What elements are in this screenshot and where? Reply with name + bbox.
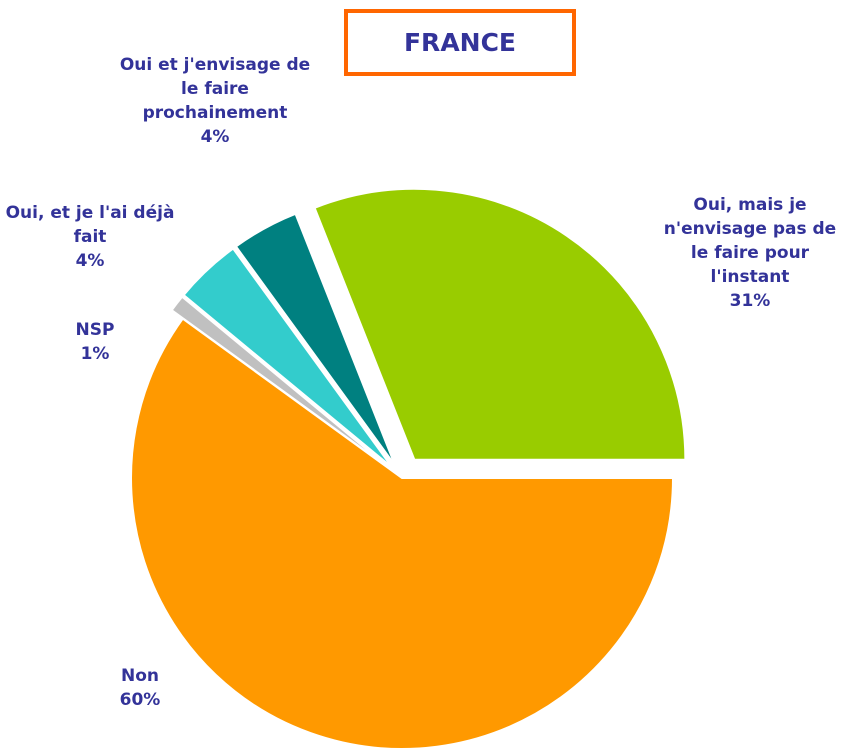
category-label: Oui, mais je n'envisage pas de le faire … — [663, 195, 837, 287]
pie-slice — [170, 295, 392, 471]
slice-label: NSP 1% — [40, 318, 150, 366]
category-label: Oui et j'envisage de le faire prochainem… — [119, 55, 311, 123]
value-label: 31% — [729, 291, 771, 311]
value-label: 4% — [200, 127, 230, 147]
pie-slice — [130, 317, 675, 750]
value-label: 4% — [75, 251, 105, 271]
slice-label: Oui, mais je n'envisage pas de le faire … — [660, 193, 840, 313]
value-label: 1% — [80, 344, 110, 364]
pie-slice — [234, 212, 397, 467]
title-box — [344, 9, 576, 76]
pie-slice — [313, 187, 687, 461]
chart-title: FRANCE — [404, 28, 516, 57]
category-label: Non — [120, 666, 159, 686]
pie-slice — [182, 247, 394, 469]
value-label: 60% — [119, 690, 161, 710]
slice-label: Oui, et je l'ai déjà fait 4% — [0, 201, 180, 273]
slice-label: Non 60% — [80, 664, 200, 712]
category-label: NSP — [75, 320, 115, 340]
slice-label: Oui et j'envisage de le faire prochainem… — [110, 53, 320, 149]
category-label: Oui, et je l'ai déjà fait — [5, 203, 175, 247]
